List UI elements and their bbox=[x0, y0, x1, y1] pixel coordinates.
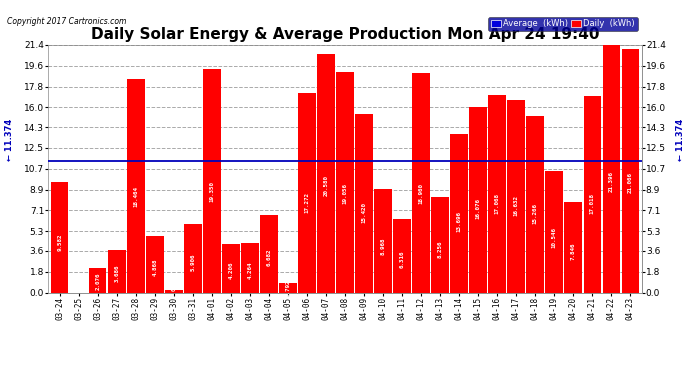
Bar bbox=[108, 250, 126, 292]
Bar bbox=[393, 219, 411, 292]
Bar bbox=[241, 243, 259, 292]
Bar bbox=[622, 49, 639, 292]
Text: 0.792: 0.792 bbox=[286, 280, 290, 297]
Bar bbox=[526, 116, 544, 292]
Text: 19.350: 19.350 bbox=[209, 181, 215, 202]
Text: 4.264: 4.264 bbox=[248, 261, 253, 279]
Text: 17.272: 17.272 bbox=[304, 192, 309, 213]
Text: 18.464: 18.464 bbox=[133, 186, 138, 207]
Bar bbox=[564, 202, 582, 292]
Text: 3.686: 3.686 bbox=[115, 265, 119, 282]
Text: 7.846: 7.846 bbox=[571, 243, 575, 260]
Bar bbox=[413, 73, 430, 292]
Bar bbox=[317, 54, 335, 292]
Bar bbox=[431, 197, 449, 292]
Text: 2.076: 2.076 bbox=[95, 273, 100, 291]
Bar bbox=[127, 79, 144, 292]
Text: 19.056: 19.056 bbox=[342, 183, 348, 204]
Text: 4.868: 4.868 bbox=[152, 258, 157, 276]
Text: 21.066: 21.066 bbox=[628, 172, 633, 194]
Text: ← 11.374: ← 11.374 bbox=[6, 119, 14, 161]
Text: 0.192: 0.192 bbox=[171, 275, 177, 291]
Bar bbox=[165, 290, 183, 292]
Bar bbox=[279, 284, 297, 292]
Text: 17.068: 17.068 bbox=[495, 193, 500, 214]
Bar bbox=[260, 215, 277, 292]
Text: 4.206: 4.206 bbox=[228, 262, 233, 279]
Text: 13.696: 13.696 bbox=[457, 211, 462, 232]
Bar bbox=[203, 69, 221, 292]
Text: 18.960: 18.960 bbox=[419, 183, 424, 204]
Text: 6.682: 6.682 bbox=[266, 249, 271, 267]
Bar bbox=[89, 268, 106, 292]
Text: Copyright 2017 Cartronics.com: Copyright 2017 Cartronics.com bbox=[7, 17, 126, 26]
Bar bbox=[374, 189, 392, 292]
Text: 10.546: 10.546 bbox=[552, 227, 557, 248]
Text: 9.582: 9.582 bbox=[57, 234, 62, 251]
Bar bbox=[222, 244, 239, 292]
Bar bbox=[469, 106, 487, 292]
Bar bbox=[507, 100, 525, 292]
Text: 6.316: 6.316 bbox=[400, 251, 404, 268]
Bar bbox=[336, 72, 354, 292]
Bar bbox=[146, 236, 164, 292]
Bar bbox=[602, 45, 620, 292]
Text: 8.256: 8.256 bbox=[437, 241, 442, 258]
Text: 16.632: 16.632 bbox=[513, 195, 519, 216]
Bar bbox=[51, 182, 68, 292]
Bar bbox=[451, 134, 468, 292]
Bar bbox=[584, 96, 601, 292]
Bar bbox=[298, 93, 316, 292]
Bar bbox=[489, 95, 506, 292]
Text: 17.018: 17.018 bbox=[590, 194, 595, 214]
Text: 20.580: 20.580 bbox=[324, 175, 328, 196]
Text: 8.968: 8.968 bbox=[381, 237, 386, 255]
Bar bbox=[546, 171, 563, 292]
Bar bbox=[184, 224, 201, 292]
Text: 15.266: 15.266 bbox=[533, 202, 538, 223]
Text: 21.396: 21.396 bbox=[609, 171, 614, 192]
Title: Daily Solar Energy & Average Production Mon Apr 24 19:40: Daily Solar Energy & Average Production … bbox=[91, 27, 599, 42]
Text: 15.420: 15.420 bbox=[362, 202, 366, 223]
Text: 5.906: 5.906 bbox=[190, 253, 195, 270]
Legend: Average  (kWh), Daily  (kWh): Average (kWh), Daily (kWh) bbox=[489, 17, 638, 31]
Text: ← 11.374: ← 11.374 bbox=[676, 119, 684, 161]
Text: 16.076: 16.076 bbox=[475, 198, 481, 219]
Bar bbox=[355, 114, 373, 292]
